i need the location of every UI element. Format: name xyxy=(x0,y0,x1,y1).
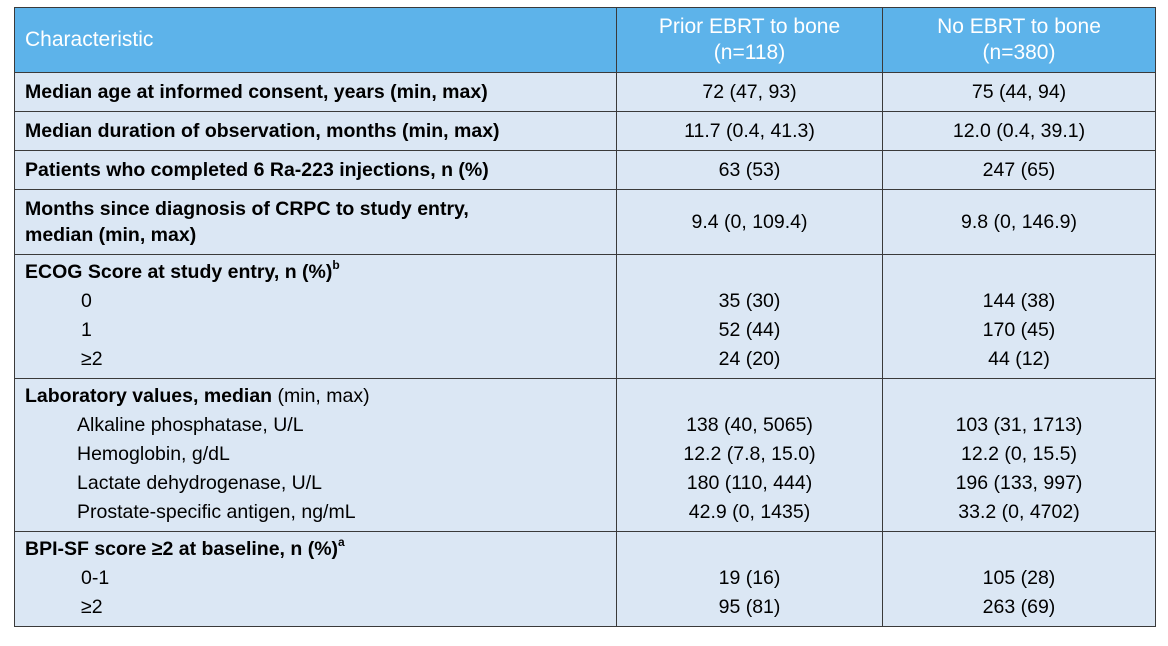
bpi-heading: BPI-SF score ≥2 at baseline, n (%)a xyxy=(25,535,616,564)
header-no-ebrt: No EBRT to bone (n=380) xyxy=(882,7,1156,73)
bpi-heading-text: BPI-SF score ≥2 at baseline, n (%) xyxy=(25,538,339,560)
characteristics-table: Characteristic Prior EBRT to bone (n=118… xyxy=(14,7,1156,627)
lab-value: 196 (133, 997) xyxy=(955,472,1083,494)
cell-no-ebrt: 12.0 (0.4, 39.1) xyxy=(882,111,1156,151)
lab-value: 33.2 (0, 4702) xyxy=(958,501,1080,523)
row-label: BPI-SF score ≥2 at baseline, n (%)a 0-1 … xyxy=(14,531,617,627)
bpi-item-label: 0-1 xyxy=(81,567,110,589)
spacer xyxy=(883,535,1155,564)
lab-value: 103 (31, 1713) xyxy=(955,414,1083,436)
cell-no-ebrt: 75 (44, 94) xyxy=(882,72,1156,112)
row-label: ECOG Score at study entry, n (%)b 0 1 ≥2 xyxy=(14,254,617,379)
header-characteristic: Characteristic xyxy=(14,7,617,73)
header-row: Characteristic Prior EBRT to bone (n=118… xyxy=(14,7,1156,73)
ecog-item-label: ≥2 xyxy=(81,348,103,370)
cell-no-ebrt: 9.8 (0, 146.9) xyxy=(882,189,1156,255)
row-label: Patients who completed 6 Ra-223 injectio… xyxy=(14,150,617,190)
ecog-value: 144 (38) xyxy=(982,290,1056,312)
row-observation-duration: Median duration of observation, months (… xyxy=(14,111,1156,151)
ecog-item-label: 1 xyxy=(81,319,92,341)
lab-value: 12.2 (0, 15.5) xyxy=(961,443,1077,465)
ecog-value: 35 (30) xyxy=(718,290,781,312)
ecog-item-label: 0 xyxy=(81,290,92,312)
header-prior-ebrt: Prior EBRT to bone (n=118) xyxy=(616,7,883,73)
lab-item-label: Prostate-specific antigen, ng/mL xyxy=(77,501,356,523)
lab-item-label: Lactate dehydrogenase, U/L xyxy=(77,472,323,494)
ecog-value: 44 (12) xyxy=(988,348,1050,370)
cell-prior-ebrt: 35 (30) 52 (44) 24 (20) xyxy=(616,254,883,379)
cell-prior-ebrt: 72 (47, 93) xyxy=(616,72,883,112)
row-completed-injections: Patients who completed 6 Ra-223 injectio… xyxy=(14,150,1156,190)
row-crpc-months: Months since diagnosis of CRPC to study … xyxy=(14,189,1156,255)
bpi-value: 19 (16) xyxy=(718,567,781,589)
ecog-value: 170 (45) xyxy=(982,319,1056,341)
footnote-marker: a xyxy=(338,534,345,549)
lab-value: 138 (40, 5065) xyxy=(686,414,813,436)
ecog-value: 52 (44) xyxy=(718,319,781,341)
header-prior-ebrt-n: (n=118) xyxy=(713,41,786,64)
spacer xyxy=(617,382,882,411)
cell-no-ebrt: 247 (65) xyxy=(882,150,1156,190)
spacer xyxy=(883,258,1155,287)
row-label: Months since diagnosis of CRPC to study … xyxy=(14,189,617,255)
cell-prior-ebrt: 19 (16) 95 (81) xyxy=(616,531,883,627)
row-label: Median duration of observation, months (… xyxy=(14,111,617,151)
bpi-value: 105 (28) xyxy=(982,567,1056,589)
header-prior-ebrt-title: Prior EBRT to bone xyxy=(658,15,841,38)
header-no-ebrt-title: No EBRT to bone xyxy=(937,15,1101,38)
cell-prior-ebrt: 11.7 (0.4, 41.3) xyxy=(616,111,883,151)
cell-no-ebrt: 103 (31, 1713) 12.2 (0, 15.5) 196 (133, … xyxy=(882,378,1156,532)
lab-item-label: Hemoglobin, g/dL xyxy=(77,443,230,465)
bpi-value: 95 (81) xyxy=(718,596,781,618)
row-laboratory: Laboratory values, median (min, max) Alk… xyxy=(14,378,1156,532)
row-label-line2: median (min, max) xyxy=(25,224,197,246)
cell-no-ebrt: 144 (38) 170 (45) 44 (12) xyxy=(882,254,1156,379)
row-label-line1: Months since diagnosis of CRPC to study … xyxy=(25,198,469,220)
cell-prior-ebrt: 63 (53) xyxy=(616,150,883,190)
cell-no-ebrt: 105 (28) 263 (69) xyxy=(882,531,1156,627)
bpi-item-label: ≥2 xyxy=(81,596,103,618)
row-ecog: ECOG Score at study entry, n (%)b 0 1 ≥2… xyxy=(14,254,1156,379)
row-bpi-sf: BPI-SF score ≥2 at baseline, n (%)a 0-1 … xyxy=(14,531,1156,627)
ecog-heading: ECOG Score at study entry, n (%)b xyxy=(25,258,616,287)
lab-heading-bold: Laboratory values, median xyxy=(25,385,273,407)
lab-value: 180 (110, 444) xyxy=(686,472,813,494)
spacer xyxy=(617,258,882,287)
bpi-value: 263 (69) xyxy=(982,596,1056,618)
lab-value: 12.2 (7.8, 15.0) xyxy=(683,443,816,465)
spacer xyxy=(617,535,882,564)
header-no-ebrt-n: (n=380) xyxy=(982,41,1056,64)
row-label: Laboratory values, median (min, max) Alk… xyxy=(14,378,617,532)
row-label: Median age at informed consent, years (m… xyxy=(14,72,617,112)
row-median-age: Median age at informed consent, years (m… xyxy=(14,72,1156,112)
lab-value: 42.9 (0, 1435) xyxy=(688,501,811,523)
ecog-heading-text: ECOG Score at study entry, n (%) xyxy=(25,261,333,283)
ecog-value: 24 (20) xyxy=(718,348,781,370)
cell-prior-ebrt: 138 (40, 5065) 12.2 (7.8, 15.0) 180 (110… xyxy=(616,378,883,532)
cell-prior-ebrt: 9.4 (0, 109.4) xyxy=(616,189,883,255)
lab-item-label: Alkaline phosphatase, U/L xyxy=(77,414,304,436)
lab-heading: Laboratory values, median (min, max) xyxy=(25,382,616,411)
lab-heading-rest: (min, max) xyxy=(272,385,370,407)
spacer xyxy=(883,382,1155,411)
footnote-marker: b xyxy=(332,257,340,272)
